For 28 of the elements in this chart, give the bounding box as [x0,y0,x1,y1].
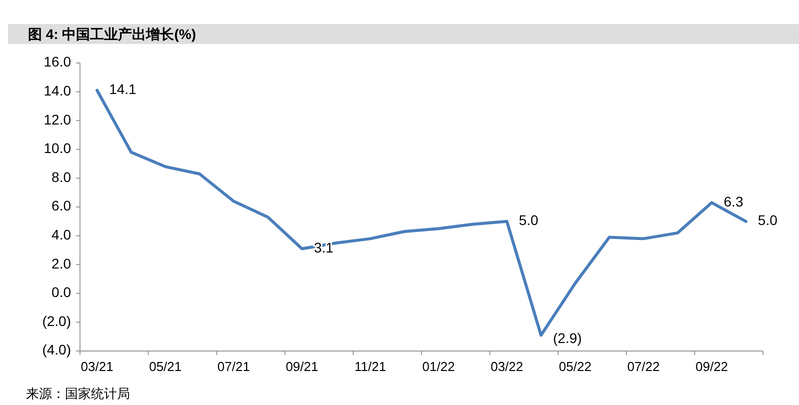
chart-title: 图 4: 中国工业产出增长(%) [28,26,196,42]
y-tick-label: 8.0 [52,168,72,185]
y-tick-label: 4.0 [52,226,72,243]
x-tick-label: 05/22 [558,359,592,374]
y-tick-label: 6.0 [52,198,72,214]
y-tick-label: 12.0 [44,111,72,128]
y-tick-label: 2.0 [52,255,72,272]
y-tick-label: 0.0 [52,284,72,300]
x-tick-label: 07/22 [627,359,660,374]
y-tick-label: 14.0 [44,82,72,99]
data-label: (2.9) [553,330,582,346]
y-tick-label: (4.0) [42,342,71,358]
x-tick-label: 11/21 [354,359,386,374]
x-tick-label: 03/21 [80,359,114,374]
data-label: 6.3 [724,193,744,210]
data-label: 5.0 [518,212,539,228]
x-tick-label: 01/22 [422,359,455,374]
data-label: 14.1 [109,81,137,98]
data-label: 5.0 [758,212,778,228]
x-tick-label: 03/22 [490,359,524,374]
source-note: 来源：国家统计局 [26,386,130,401]
y-tick-label: 10.0 [44,140,72,156]
y-tick-label: (2.0) [42,312,71,329]
y-tick-label: 16.0 [44,54,72,70]
x-tick-label: 05/21 [149,359,182,374]
x-tick-label: 09/21 [286,359,318,374]
x-tick-label: 09/22 [696,359,728,374]
x-tick-label: 07/21 [217,359,250,374]
